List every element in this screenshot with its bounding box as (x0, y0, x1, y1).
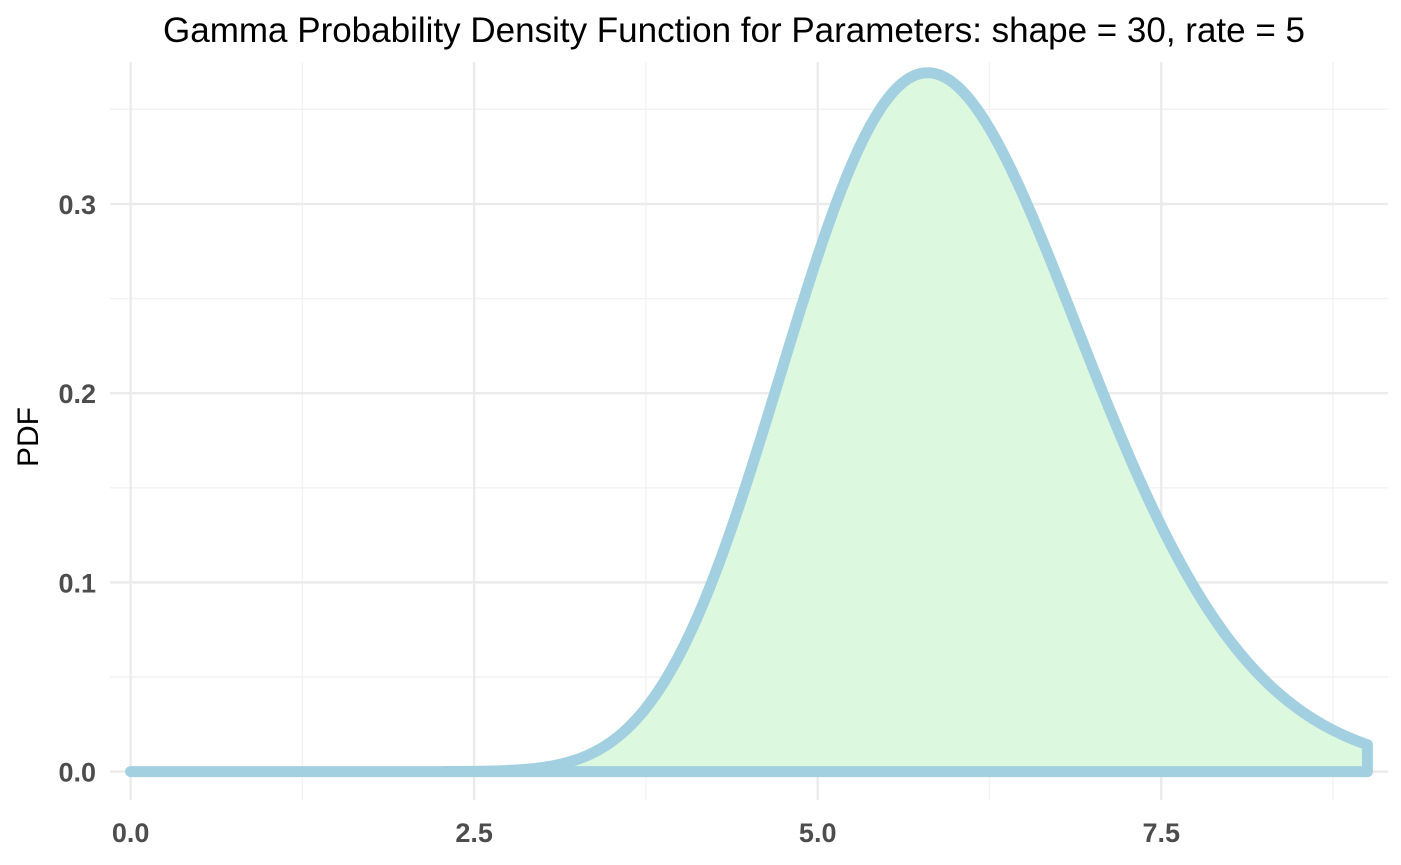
area-fill (130, 72, 1368, 772)
x-tick-label: 5.0 (799, 818, 837, 848)
density-area (130, 72, 1368, 772)
density-curve (125, 67, 1373, 778)
x-tick-label: 0.0 (112, 818, 150, 848)
y-tick-label: 0.0 (58, 758, 96, 788)
density-outline (125, 67, 1373, 778)
y-axis-ticks: 0.0 0.1 0.2 0.3 (58, 190, 96, 788)
y-tick-label: 0.2 (58, 379, 96, 409)
x-axis-ticks: 0.0 2.5 5.0 7.5 (112, 818, 1180, 848)
y-axis-label: PDF (12, 407, 45, 467)
y-tick-label: 0.1 (58, 568, 96, 598)
x-tick-label: 2.5 (455, 818, 493, 848)
y-tick-label: 0.3 (58, 190, 96, 220)
x-tick-label: 7.5 (1142, 818, 1180, 848)
chart-title: Gamma Probability Density Function for P… (163, 11, 1305, 50)
